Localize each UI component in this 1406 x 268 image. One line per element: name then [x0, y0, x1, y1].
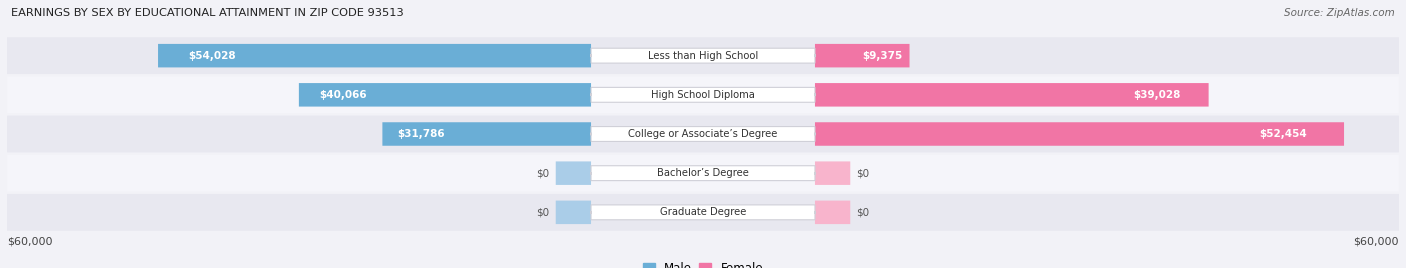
Text: $40,066: $40,066 — [319, 90, 367, 100]
Text: $0: $0 — [537, 207, 550, 217]
Text: $0: $0 — [856, 207, 869, 217]
Text: EARNINGS BY SEX BY EDUCATIONAL ATTAINMENT IN ZIP CODE 93513: EARNINGS BY SEX BY EDUCATIONAL ATTAINMEN… — [11, 8, 404, 18]
FancyBboxPatch shape — [815, 200, 851, 224]
FancyBboxPatch shape — [382, 122, 591, 146]
FancyBboxPatch shape — [555, 161, 591, 185]
Legend: Male, Female: Male, Female — [643, 262, 763, 268]
FancyBboxPatch shape — [299, 83, 591, 107]
FancyBboxPatch shape — [591, 126, 815, 142]
FancyBboxPatch shape — [815, 44, 910, 68]
FancyBboxPatch shape — [7, 76, 1399, 113]
FancyBboxPatch shape — [815, 83, 1209, 107]
Text: $60,000: $60,000 — [7, 237, 52, 247]
Text: $0: $0 — [537, 168, 550, 178]
FancyBboxPatch shape — [7, 116, 1399, 152]
FancyBboxPatch shape — [157, 44, 591, 68]
FancyBboxPatch shape — [591, 48, 815, 63]
Text: High School Diploma: High School Diploma — [651, 90, 755, 100]
FancyBboxPatch shape — [7, 37, 1399, 74]
Text: Source: ZipAtlas.com: Source: ZipAtlas.com — [1284, 8, 1395, 18]
Text: $31,786: $31,786 — [396, 129, 444, 139]
Text: Bachelor’s Degree: Bachelor’s Degree — [657, 168, 749, 178]
FancyBboxPatch shape — [591, 166, 815, 181]
Text: $54,028: $54,028 — [188, 51, 236, 61]
FancyBboxPatch shape — [815, 122, 1344, 146]
Text: Less than High School: Less than High School — [648, 51, 758, 61]
Text: $60,000: $60,000 — [1354, 237, 1399, 247]
Text: College or Associate’s Degree: College or Associate’s Degree — [628, 129, 778, 139]
FancyBboxPatch shape — [7, 155, 1399, 192]
Text: $39,028: $39,028 — [1133, 90, 1181, 100]
FancyBboxPatch shape — [591, 205, 815, 220]
FancyBboxPatch shape — [7, 194, 1399, 231]
FancyBboxPatch shape — [591, 87, 815, 102]
Text: $0: $0 — [856, 168, 869, 178]
Text: $9,375: $9,375 — [863, 51, 903, 61]
Text: Graduate Degree: Graduate Degree — [659, 207, 747, 217]
FancyBboxPatch shape — [555, 200, 591, 224]
FancyBboxPatch shape — [815, 161, 851, 185]
Text: $52,454: $52,454 — [1260, 129, 1308, 139]
